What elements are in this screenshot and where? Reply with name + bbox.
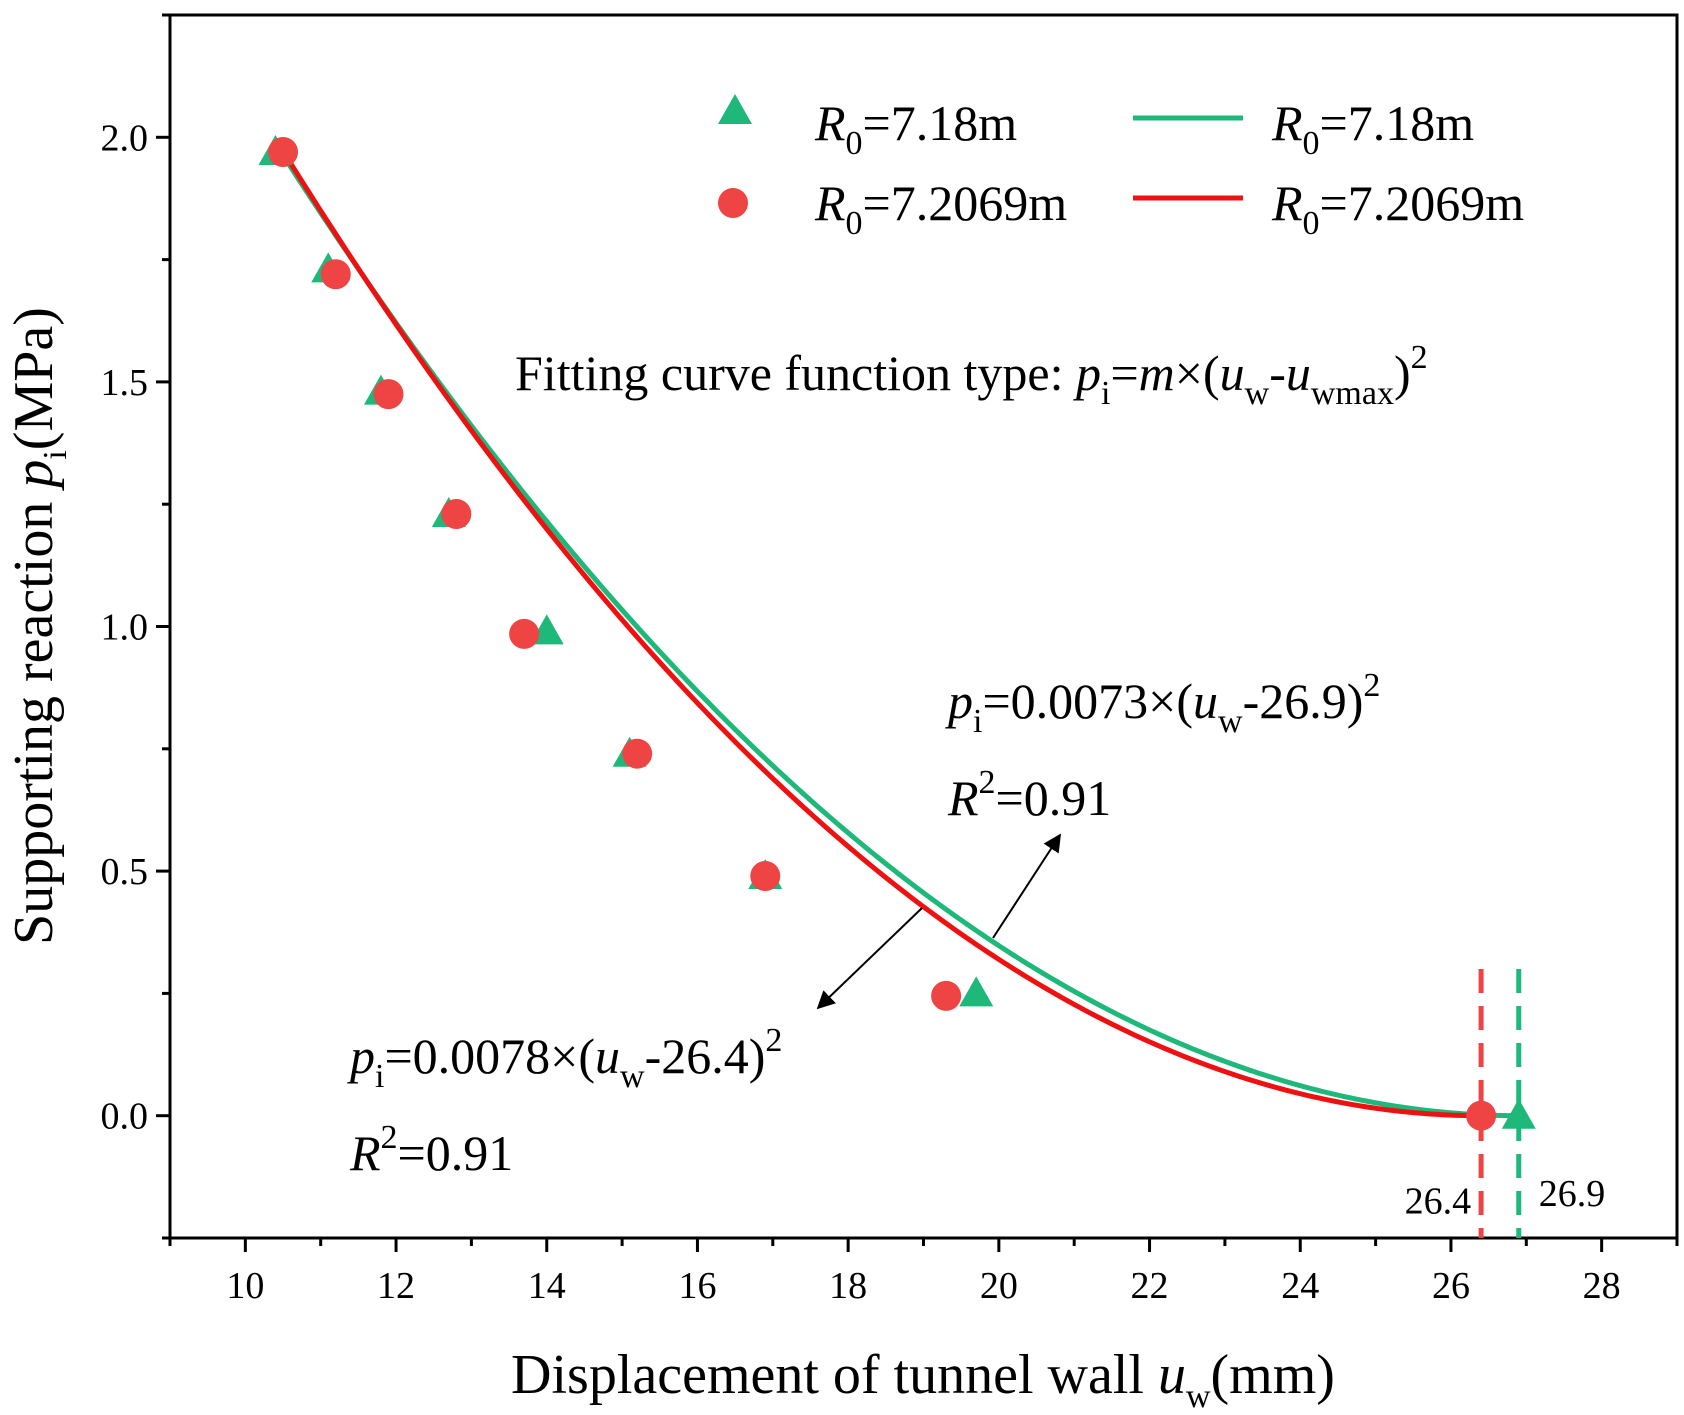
x-tick-label: 26 xyxy=(1432,1265,1470,1307)
legend: R0=7.18m R0=7.2069m R0=7.18m R0=7.2069m xyxy=(718,94,1524,242)
y-tick-label: 0.5 xyxy=(101,851,149,893)
arrow-to-red-annotation xyxy=(816,907,923,1010)
data-point-circle xyxy=(268,136,299,167)
arrow-to-green-annotation xyxy=(992,833,1061,939)
fitting-function-annotation: Fitting curve function type: pi=m×(uw-uw… xyxy=(515,339,1428,412)
x-tick-label: 14 xyxy=(528,1265,566,1307)
x-tick-label: 22 xyxy=(1131,1265,1169,1307)
x-tick-label: 16 xyxy=(678,1265,716,1307)
x-tick-label: 12 xyxy=(377,1265,415,1307)
legend-label-scatter-2: R0=7.2069m xyxy=(814,175,1067,242)
data-point-circle xyxy=(622,738,653,769)
data-point-circle xyxy=(509,618,540,649)
legend-marker-triangle xyxy=(718,94,752,124)
data-point-circle xyxy=(750,860,781,891)
green-fit-equation: pi=0.0073×(uw-26.9)2 xyxy=(945,667,1380,740)
data-point-circle xyxy=(373,379,404,410)
data-point-triangle xyxy=(1501,1098,1536,1129)
scatter-series-r0-7-2069 xyxy=(268,136,1497,1131)
x-tick-label: 24 xyxy=(1281,1265,1319,1307)
x-axis-ticks: 10 12 14 16 18 20 22 24 26 28 xyxy=(168,1238,1679,1307)
x-tick-label: 18 xyxy=(829,1265,867,1307)
y-axis-ticks: 0.0 0.5 1.0 1.5 2.0 xyxy=(101,13,170,1240)
y-axis-title: Supporting reaction pi(MPa) xyxy=(3,307,74,945)
data-point-circle xyxy=(1466,1100,1497,1131)
y-tick-label: 1.5 xyxy=(101,362,149,404)
x-tick-label: 10 xyxy=(226,1265,264,1307)
y-tick-label: 2.0 xyxy=(101,117,149,159)
vertical-marker-label-26-9: 26.9 xyxy=(1539,1173,1606,1215)
data-point-circle xyxy=(931,980,962,1011)
fit-curve-r0-7-2069 xyxy=(284,155,1482,1119)
x-axis-title: Displacement of tunnel wall uw(mm) xyxy=(511,1344,1335,1415)
data-point-circle xyxy=(441,498,472,529)
legend-marker-circle xyxy=(718,188,748,218)
y-tick-label: 0.0 xyxy=(101,1096,149,1138)
green-fit-r-squared: R2=0.91 xyxy=(947,764,1111,826)
legend-label-line-1: R0=7.18m xyxy=(1271,95,1474,162)
vertical-marker-label-26-4: 26.4 xyxy=(1405,1181,1472,1223)
data-point-circle xyxy=(320,259,351,290)
y-tick-label: 1.0 xyxy=(101,607,149,649)
legend-label-line-2: R0=7.2069m xyxy=(1271,175,1524,242)
red-fit-r-squared: R2=0.91 xyxy=(349,1119,513,1181)
red-fit-equation: pi=0.0078×(uw-26.4)2 xyxy=(347,1022,782,1095)
legend-label-scatter-1: R0=7.18m xyxy=(814,95,1017,162)
scatter-series-r0-7-18 xyxy=(258,134,1536,1129)
fit-curve-r0-7-18 xyxy=(277,147,1519,1119)
data-point-triangle xyxy=(959,976,994,1007)
x-tick-label: 20 xyxy=(980,1265,1018,1307)
x-tick-label: 28 xyxy=(1583,1265,1621,1307)
